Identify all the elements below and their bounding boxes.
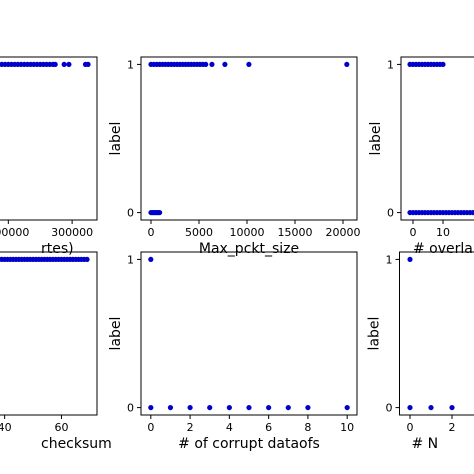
point	[66, 61, 72, 68]
point	[449, 404, 455, 411]
plot-frame	[399, 251, 474, 416]
y-tick-label: 1	[127, 58, 134, 71]
x-tick-label: 5000	[185, 226, 213, 239]
point	[285, 404, 291, 411]
x-tick-label: 20000	[325, 226, 360, 239]
plot-frame	[400, 56, 474, 221]
point	[209, 61, 215, 68]
x-tick-label: 8	[304, 421, 311, 434]
y-tick-label: 0	[127, 207, 134, 220]
point	[148, 256, 154, 263]
x-tick-label: 2	[187, 421, 194, 434]
plot-frame	[140, 251, 358, 416]
x-tick-label: 40	[0, 421, 12, 434]
subplot: 0 2 4 6 8 10 0 1 # of corrupt dataofs label	[108, 251, 358, 452]
x-axis-label: rtes)	[41, 241, 74, 257]
point	[61, 61, 67, 68]
point	[52, 61, 58, 68]
x-tick-label: 60	[54, 421, 68, 434]
x-tick-label: 10000	[229, 226, 264, 239]
point	[344, 404, 350, 411]
plot-frame	[140, 56, 358, 221]
x-axis-label: # N	[412, 436, 439, 452]
y-tick-label: 1	[387, 58, 394, 71]
subplot: 0 10 0 1 # overlap label	[368, 56, 474, 257]
subplot: 0 5000 10000 15000 20000 0 1 Max_pckt_size label	[108, 56, 360, 257]
x-axis-label: checksum	[41, 436, 112, 452]
point	[157, 209, 163, 216]
x-tick-label: 300000	[51, 226, 93, 239]
x-tick-label: 6	[265, 421, 272, 434]
y-tick-label: 0	[386, 402, 393, 415]
y-tick-label: 0	[127, 402, 134, 415]
point	[187, 404, 193, 411]
y-axis-label: label	[367, 317, 383, 351]
x-tick-label: 15000	[277, 226, 312, 239]
point	[344, 61, 350, 68]
point	[246, 61, 252, 68]
point	[407, 256, 413, 263]
point	[207, 404, 213, 411]
x-tick-label: 10	[436, 226, 450, 239]
point	[85, 61, 91, 68]
point	[428, 404, 434, 411]
subplot: 0 2 0 1 # N label	[367, 251, 474, 452]
point	[266, 404, 272, 411]
x-tick-label: 0	[147, 226, 154, 239]
point	[440, 61, 446, 68]
x-axis-label: # of corrupt dataofs	[178, 436, 320, 452]
point	[226, 404, 232, 411]
subplot: 100000 300000 rtes)	[0, 56, 98, 257]
y-tick-label: 1	[386, 253, 393, 266]
point	[167, 404, 174, 411]
point	[148, 404, 154, 411]
y-axis-label: label	[108, 317, 124, 351]
point	[305, 404, 311, 411]
plot-frame	[0, 56, 98, 221]
x-axis-label: # overlap	[413, 241, 474, 257]
x-tick-label: 10	[340, 421, 354, 434]
point	[470, 209, 474, 216]
x-tick-label: 0	[410, 226, 417, 239]
subplot: 40 60 checksum	[0, 251, 112, 452]
y-tick-label: 0	[387, 207, 394, 220]
x-tick-label: 4	[226, 421, 233, 434]
point	[407, 404, 413, 411]
point	[222, 61, 228, 68]
x-tick-label: 100000	[0, 226, 29, 239]
x-tick-label: 0	[147, 421, 154, 434]
y-axis-label: label	[108, 122, 124, 156]
x-axis-label: Max_pckt_size	[199, 241, 299, 257]
y-axis-label: label	[368, 122, 384, 156]
x-tick-label: 0	[407, 421, 414, 434]
y-tick-label: 1	[127, 253, 134, 266]
x-tick-label: 2	[449, 421, 456, 434]
point	[203, 61, 209, 68]
plot-frame	[0, 251, 98, 416]
point	[84, 256, 90, 263]
point	[246, 404, 252, 411]
